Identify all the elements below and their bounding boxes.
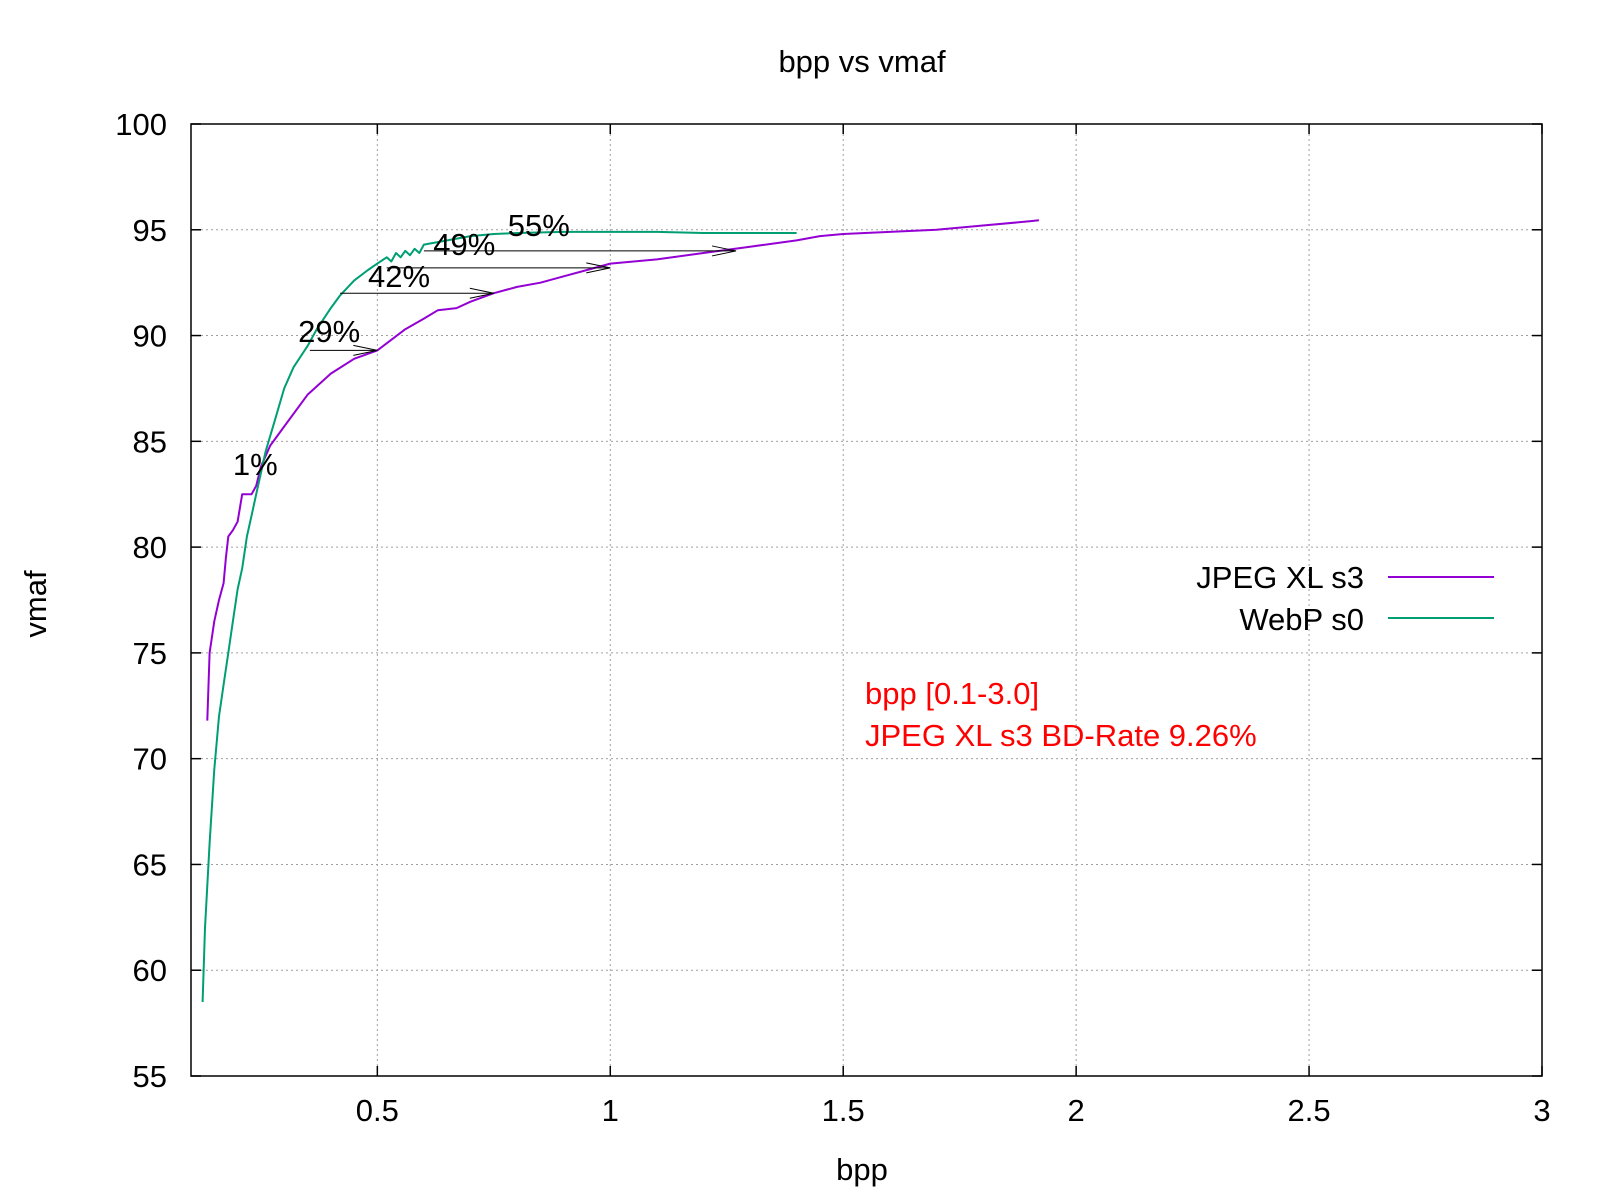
y-tick-label: 85	[133, 424, 167, 459]
y-tick-label: 55	[133, 1059, 167, 1094]
annotation-arrowhead	[711, 250, 737, 257]
x-tick-label: 0.5	[356, 1093, 399, 1128]
bd-rate-note: bpp [0.1-3.0] JPEG XL s3 BD-Rate 9.26%	[865, 676, 1257, 753]
bd-range-text: bpp [0.1-3.0]	[865, 676, 1039, 711]
series-line-jpeg-xl-s3	[206, 219, 1040, 721]
legend: JPEG XL s3 WebP s0	[1196, 560, 1494, 637]
x-axis-title: bpp	[836, 1152, 888, 1187]
y-axis-title: vmaf	[18, 570, 53, 638]
annotation-arrowhead	[586, 267, 611, 274]
bd-rate-text: JPEG XL s3 BD-Rate 9.26%	[865, 718, 1257, 753]
annotation-arrowhead	[353, 344, 378, 351]
x-tick-label: 2	[1068, 1093, 1085, 1128]
annotation-label: 29%	[298, 314, 360, 349]
annotation-label: 1%	[233, 447, 278, 482]
legend-label-webp-s0: WebP s0	[1239, 602, 1364, 637]
series-line-webp-s0	[201, 230, 797, 1003]
x-tick-label: 1.5	[822, 1093, 865, 1128]
y-tick-label: 80	[133, 530, 167, 565]
series-lines	[201, 219, 1040, 1003]
y-tick-label: 60	[133, 953, 167, 988]
y-tick-label: 95	[133, 213, 167, 248]
annotation-label: 42%	[368, 259, 430, 294]
legend-label-jpeg-xl-s3: JPEG XL s3	[1196, 560, 1364, 595]
annotation-arrowhead	[711, 245, 737, 252]
annotation-arrowhead	[586, 262, 611, 269]
annotation-label: 49%	[433, 227, 495, 262]
y-tick-label: 65	[133, 847, 167, 882]
x-tick-label: 2.5	[1288, 1093, 1331, 1128]
axis-ticks: 55 60 65 70 75 80 85 90 95 100 0.5 1 1.5 2 2.5 3	[115, 107, 1550, 1128]
y-tick-label: 70	[133, 742, 167, 777]
y-tick-label: 90	[133, 319, 167, 354]
chart-title: bpp vs vmaf	[778, 44, 946, 79]
grid	[191, 124, 1542, 1076]
annotation-arrowhead	[469, 287, 494, 294]
annotations: 1% 29%42%49% 55%	[233, 208, 737, 482]
x-tick-label: 1	[602, 1093, 619, 1128]
y-tick-label: 75	[133, 636, 167, 671]
y-tick-label: 100	[115, 107, 167, 142]
annotation-arrowhead	[469, 292, 494, 299]
x-tick-label: 3	[1533, 1093, 1550, 1128]
plot-frame	[190, 123, 1543, 1077]
annotation-arrowhead	[353, 349, 378, 356]
annotation-label: 55%	[508, 208, 570, 243]
